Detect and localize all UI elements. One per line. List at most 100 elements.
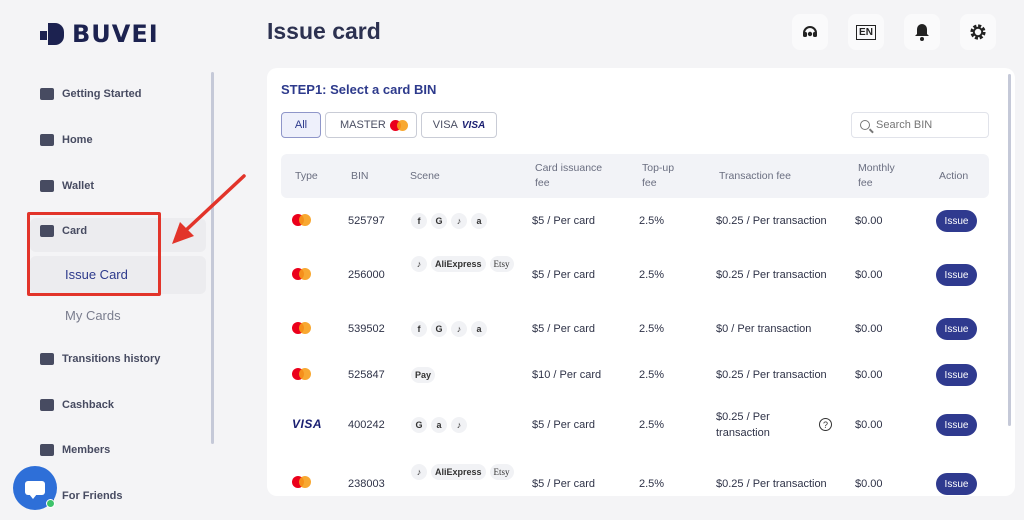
monthly-fee-cell: $0.00: [855, 419, 883, 431]
monthly-fee-cell: $0.00: [855, 323, 883, 335]
issuance-fee-cell: $5 / Per card: [532, 419, 595, 431]
column-header-issuance: Card issuance fee: [535, 154, 602, 198]
mastercard-icon: [292, 322, 311, 334]
search-icon: [860, 120, 870, 130]
bin-cell: 238003: [348, 478, 385, 490]
google-icon: G: [431, 321, 447, 337]
facebook-icon: f: [411, 321, 427, 337]
online-status-icon: [46, 499, 55, 508]
filter-visa-button[interactable]: VISA VISA: [421, 112, 497, 138]
scene-cell: Pay: [411, 367, 439, 383]
google-icon: G: [411, 417, 427, 433]
column-header-scene: Scene: [410, 169, 440, 182]
search-input[interactable]: [876, 119, 976, 131]
tiktok-icon: ♪: [451, 321, 467, 337]
filter-label: VISA: [432, 119, 458, 131]
language-button[interactable]: EN: [848, 14, 884, 50]
table-header: Type BIN Scene Card issuance fee Top-up …: [281, 154, 989, 198]
sidebar-subitem-my-cards[interactable]: My Cards: [65, 308, 121, 323]
facebook-icon: f: [411, 213, 427, 229]
issuance-fee-cell: $5 / Per card: [532, 323, 595, 335]
transaction-fee-cell: $0.25 / Per transaction: [716, 215, 827, 227]
card-icon: [40, 225, 54, 237]
issuance-fee-cell: $5 / Per card: [532, 269, 595, 281]
aliexpress-icon: AliExpress: [431, 464, 486, 480]
filter-all-button[interactable]: All: [281, 112, 321, 138]
tiktok-icon: ♪: [451, 213, 467, 229]
settings-button[interactable]: [960, 14, 996, 50]
visa-icon: VISA: [461, 119, 486, 131]
column-header-line: fee: [535, 177, 550, 189]
mastercard-icon: [292, 268, 311, 280]
column-header-type: Type: [295, 169, 318, 182]
sidebar-item-label: Home: [62, 134, 93, 146]
column-header-line: fee: [858, 177, 873, 189]
sidebar-item-getting-started[interactable]: Getting Started: [40, 88, 141, 100]
chat-support-button[interactable]: [13, 466, 57, 510]
aliexpress-icon: AliExpress: [431, 256, 486, 272]
amazon-icon: a: [471, 321, 487, 337]
issue-button[interactable]: Issue: [936, 364, 977, 386]
table-row: 539502 f G ♪ a $5 / Per card 2.5% $0 / P…: [281, 310, 989, 356]
history-icon: [40, 353, 54, 365]
sidebar-item-label: Transitions history: [62, 353, 161, 365]
sidebar-item-wallet[interactable]: Wallet: [40, 180, 94, 192]
logo-mark-icon: [40, 21, 66, 47]
bin-cell: 525797: [348, 215, 385, 227]
sidebar-item-home[interactable]: Home: [40, 134, 93, 146]
card-type-visa: VISA: [292, 417, 322, 431]
card-type-mastercard: [292, 214, 311, 226]
table-row: 238003 ♪ AliExpress Etsy $5 / Per card 2…: [281, 460, 989, 496]
issue-button[interactable]: Issue: [936, 210, 977, 232]
table-scrollbar[interactable]: [1008, 74, 1011, 426]
issue-button[interactable]: Issue: [936, 264, 977, 286]
table-row: 256000 ♪ AliExpress Etsy $5 / Per card 2…: [281, 252, 989, 302]
transaction-fee-cell: $0.25 / Per transaction: [716, 409, 770, 441]
fee-help-button[interactable]: ?: [819, 418, 832, 431]
issue-button[interactable]: Issue: [936, 318, 977, 340]
etsy-icon: Etsy: [489, 256, 514, 272]
monthly-fee-cell: $0.00: [855, 269, 883, 281]
bin-cell: 525847: [348, 369, 385, 381]
sidebar-scrollbar[interactable]: [211, 72, 214, 444]
sidebar-item-transitions-history[interactable]: Transitions history: [40, 353, 160, 365]
scene-cell: ♪ AliExpress Etsy: [411, 464, 521, 480]
card-type-mastercard: [292, 268, 311, 280]
gear-icon: [970, 24, 986, 40]
transaction-fee-cell: $0 / Per transaction: [716, 323, 812, 335]
filter-master-button[interactable]: MASTER: [325, 112, 417, 138]
annotation-arrow-icon: [172, 174, 246, 244]
column-header-action: Action: [939, 169, 969, 182]
topup-fee-cell: 2.5%: [639, 215, 665, 227]
signpost-icon: [40, 88, 54, 100]
filter-label: MASTER: [340, 119, 386, 131]
scene-cell: f G ♪ a: [411, 213, 491, 229]
sidebar-item-card[interactable]: Card: [40, 225, 87, 237]
table-row: 525797 f G ♪ a $5 / Per card 2.5% $0.25 …: [281, 202, 989, 248]
column-header-monthly-fee: Monthly fee: [858, 154, 895, 198]
scene-cell: G a ♪: [411, 417, 471, 433]
notifications-button[interactable]: [904, 14, 940, 50]
members-icon: [40, 444, 54, 456]
scene-cell: ♪ AliExpress Etsy: [411, 256, 521, 272]
tiktok-icon: ♪: [411, 464, 427, 480]
issue-button[interactable]: Issue: [936, 473, 977, 495]
brand-logo[interactable]: BUVEI: [40, 20, 159, 48]
help-icon: ?: [819, 418, 832, 431]
mastercard-icon: [292, 368, 311, 380]
brand-name: BUVEI: [72, 20, 159, 48]
sidebar-subitem-issue-card[interactable]: Issue Card: [65, 267, 128, 282]
topup-fee-cell: 2.5%: [639, 478, 665, 490]
tiktok-icon: ♪: [411, 256, 427, 272]
issue-button[interactable]: Issue: [936, 414, 977, 436]
mastercard-icon: [389, 119, 409, 131]
sidebar-item-members[interactable]: Members: [40, 444, 110, 456]
bin-cell: 539502: [348, 323, 385, 335]
search-bin[interactable]: [851, 112, 989, 138]
topup-fee-cell: 2.5%: [639, 369, 665, 381]
sidebar-item-cashback[interactable]: Cashback: [40, 399, 114, 411]
support-button[interactable]: [792, 14, 828, 50]
card-type-filters: All MASTER VISA VISA: [281, 112, 497, 138]
topup-fee-cell: 2.5%: [639, 269, 665, 281]
bin-cell: 256000: [348, 269, 385, 281]
